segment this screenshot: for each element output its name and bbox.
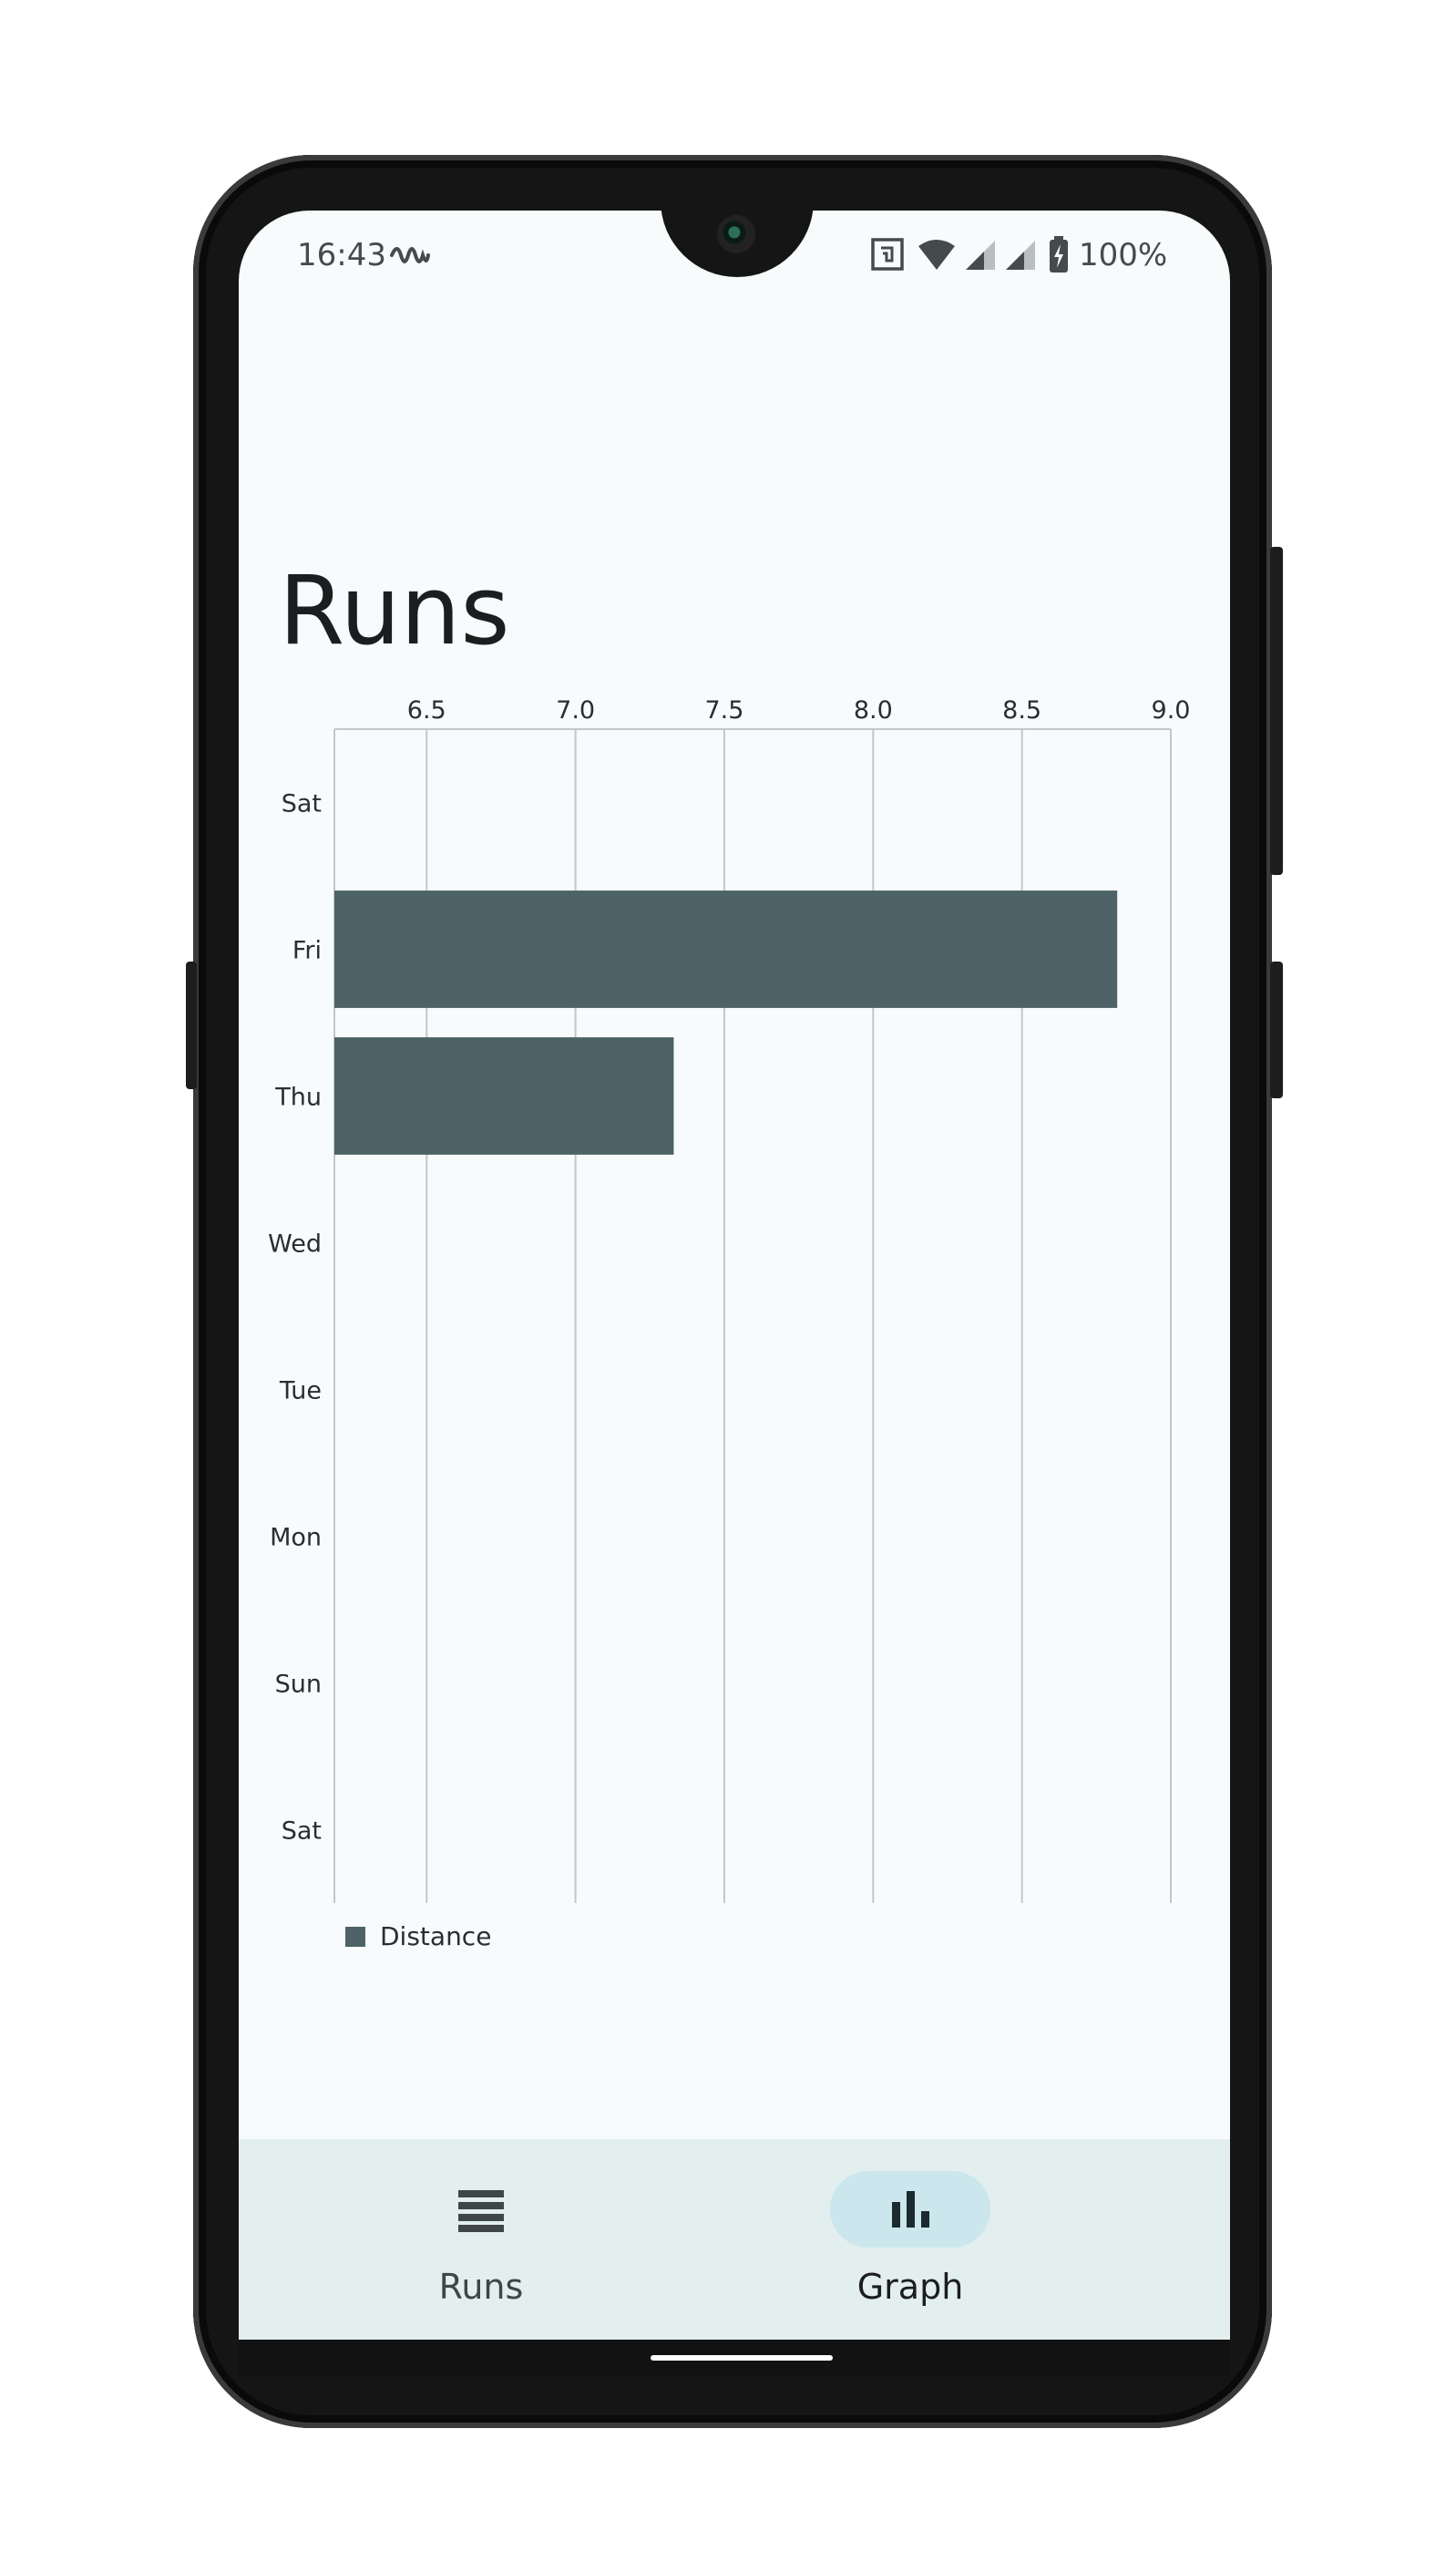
bar-fri xyxy=(334,890,1118,1008)
y-tick-label: Tue xyxy=(279,1377,322,1405)
x-tick-label: 9.0 xyxy=(1152,696,1191,725)
home-gesture-handle[interactable] xyxy=(651,2355,833,2361)
cell-signal-icon xyxy=(966,241,995,270)
y-tick-label: Fri xyxy=(292,937,322,965)
bottom-navigation: Runs Graph xyxy=(239,2139,1230,2359)
nav-item-runs[interactable]: Runs xyxy=(344,2139,618,2321)
side-key xyxy=(186,962,197,1089)
nav-item-graph[interactable]: Graph xyxy=(774,2139,1047,2321)
y-tick-label: Sun xyxy=(275,1671,322,1699)
distance-bar-chart: 6.5 7.0 7.5 8.0 8.5 9.0 Sat Fri Thu Wed Tue Mon Sun S… xyxy=(268,696,1191,1950)
activity-icon xyxy=(390,247,430,263)
nav-indicator-active xyxy=(830,2171,990,2248)
power-button xyxy=(1270,962,1283,1098)
x-tick-label: 7.5 xyxy=(704,696,743,725)
y-tick-label: Wed xyxy=(268,1230,322,1259)
nfc-icon xyxy=(871,238,904,271)
nav-label-graph: Graph xyxy=(856,2267,964,2307)
x-tick-label: 8.5 xyxy=(1002,696,1041,725)
nav-indicator xyxy=(401,2171,561,2248)
nav-label-runs: Runs xyxy=(438,2267,524,2307)
screen xyxy=(239,211,1230,2359)
volume-button xyxy=(1270,547,1283,875)
wifi-icon xyxy=(918,240,955,270)
legend-swatch xyxy=(345,1927,365,1947)
x-tick-label: 6.5 xyxy=(407,696,446,725)
page-title: Runs xyxy=(279,555,510,666)
bar-thu xyxy=(334,1037,674,1155)
battery-percentage: 100% xyxy=(1079,237,1168,273)
y-tick-label: Mon xyxy=(270,1524,322,1552)
front-camera xyxy=(717,215,755,253)
y-tick-label: Sat xyxy=(282,1817,322,1846)
status-time: 16:43 xyxy=(297,237,386,273)
cell-signal-icon xyxy=(1006,241,1035,270)
bar-chart-icon xyxy=(892,2191,929,2228)
x-tick-label: 7.0 xyxy=(556,696,595,725)
legend-label: Distance xyxy=(380,1921,491,1950)
y-tick-label: Thu xyxy=(274,1084,322,1112)
y-tick-label: Sat xyxy=(282,790,322,818)
battery-charging-icon xyxy=(1050,236,1068,273)
x-tick-label: 8.0 xyxy=(854,696,893,725)
list-icon xyxy=(458,2190,504,2232)
